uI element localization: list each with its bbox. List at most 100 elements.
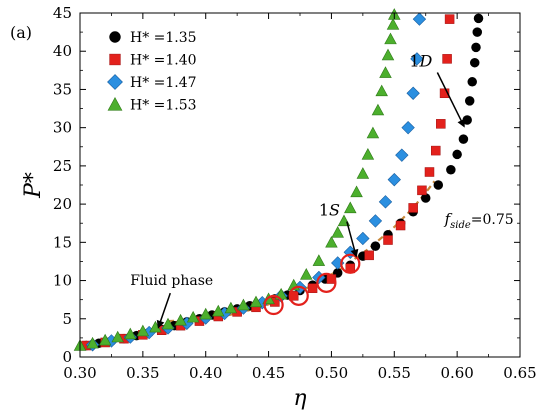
data-point-diamond — [406, 86, 420, 100]
data-point-circle — [109, 31, 121, 43]
data-point-square — [383, 235, 393, 245]
annotation-text: Fluid phase — [130, 273, 213, 289]
data-point-triangle — [381, 48, 395, 61]
data-point-diamond — [356, 231, 370, 246]
data-point-circle — [472, 27, 483, 37]
data-point-square — [444, 14, 455, 24]
data-point-circle — [433, 180, 444, 190]
x-tick-label: 0.60 — [440, 364, 473, 382]
data-point-circle — [473, 13, 484, 24]
annotation-arrow — [159, 292, 171, 324]
data-point-circle — [464, 96, 475, 106]
annotation-arrow — [346, 221, 356, 253]
data-point-triangle — [199, 307, 212, 320]
data-point-diamond — [378, 195, 393, 209]
data-point-triangle — [386, 18, 400, 30]
data-point-triangle — [124, 327, 137, 340]
data-point-square — [424, 167, 435, 177]
y-tick-label: 0 — [62, 348, 72, 366]
data-point-triangle — [224, 301, 238, 314]
data-point-square — [395, 220, 406, 231]
data-point-square — [439, 88, 450, 99]
data-point-triangle — [86, 336, 99, 349]
highlight-circle — [340, 253, 361, 274]
data-point-circle — [469, 57, 480, 68]
data-point-triangle — [379, 66, 392, 78]
legend: H* =1.35 H* =1.40 H* =1.47 H* =1.53 — [107, 30, 197, 114]
data-point-circle — [462, 115, 472, 125]
data-point-circle — [471, 42, 481, 53]
x-tick-label: 0.50 — [315, 364, 348, 382]
y-tick-label: 20 — [53, 195, 72, 213]
axes-layer: 0.30 0.35 0.40 0.45 0.50 0.55 0.60 0.65 0 5 10 15 20… — [21, 4, 537, 411]
data-point-diamond — [401, 120, 415, 135]
data-point-triangle — [384, 32, 397, 45]
data-point-square — [442, 54, 452, 64]
data-point-triangle — [344, 201, 357, 214]
data-point-circle — [452, 149, 462, 160]
y-tick-label: 30 — [53, 119, 72, 137]
annotation: 1S — [319, 201, 359, 258]
legend-item: H* =1.40 — [109, 53, 197, 69]
panel-label: (a) — [10, 23, 32, 42]
x-tick-label: 0.40 — [189, 364, 222, 382]
data-point-circle — [370, 241, 381, 251]
y-tick-label: 5 — [62, 310, 72, 328]
data-point-triangle — [136, 324, 150, 337]
data-point-triangle — [300, 268, 313, 280]
y-tick-label: 35 — [53, 80, 72, 98]
annotation-text: 1D — [409, 52, 432, 71]
y-tick-label: 15 — [53, 233, 72, 251]
data-point-diamond — [368, 214, 383, 228]
data-point-triangle — [174, 313, 187, 326]
arrowhead — [350, 248, 359, 258]
data-point-square — [436, 119, 446, 129]
data-point-triangle — [331, 226, 344, 238]
legend-item: H* =1.53 — [107, 96, 197, 114]
annotation-text: 1S — [319, 201, 340, 220]
y-tick-label: 45 — [53, 4, 72, 22]
data-point-triangle — [107, 96, 123, 111]
data-point-triangle — [350, 185, 363, 198]
data-point-square — [408, 203, 418, 213]
data-point-square — [109, 53, 121, 66]
data-point-circle — [446, 164, 456, 175]
y-tick-label: 40 — [53, 42, 72, 60]
data-point-triangle — [111, 330, 124, 343]
data-point-square — [431, 145, 441, 156]
annotation: fside=0.75 — [444, 210, 514, 231]
data-point-triangle — [366, 126, 380, 139]
data-point-triangle — [375, 84, 388, 97]
data-point-triangle — [161, 317, 175, 330]
data-layer — [73, 8, 484, 352]
dashed-curve-fside — [167, 180, 436, 323]
annotation: 1D — [409, 52, 465, 128]
arrowhead — [457, 118, 465, 128]
annotation-text: fside=0.75 — [444, 210, 514, 231]
annotation-layer: Fluid phase 1S 1D fside=0.75 — [130, 52, 514, 329]
data-point-triangle — [361, 148, 375, 160]
legend-label: H* =1.47 — [130, 75, 197, 91]
data-point-triangle — [237, 298, 250, 311]
legend-label: H* =1.35 — [130, 30, 197, 46]
data-point-diamond — [387, 172, 401, 187]
x-tick-label: 0.35 — [126, 364, 159, 382]
data-point-triangle — [312, 254, 326, 266]
data-point-triangle — [98, 333, 112, 346]
data-point-square — [364, 250, 374, 261]
highlight-circle — [316, 272, 337, 293]
highlight-circle — [263, 294, 284, 316]
x-tick-label: 0.45 — [252, 364, 285, 382]
data-point-triangle — [249, 295, 263, 308]
highlight-circle — [288, 285, 309, 306]
data-point-diamond — [412, 12, 427, 26]
data-point-circle — [420, 193, 431, 203]
x-tick-label: 0.55 — [378, 364, 411, 382]
data-point-triangle — [356, 167, 370, 179]
legend-label: H* =1.40 — [130, 53, 197, 69]
legend-item: H* =1.47 — [107, 74, 197, 91]
arrowhead — [156, 319, 165, 329]
y-tick-label: 25 — [53, 157, 72, 175]
x-tick-label: 0.65 — [503, 364, 536, 382]
